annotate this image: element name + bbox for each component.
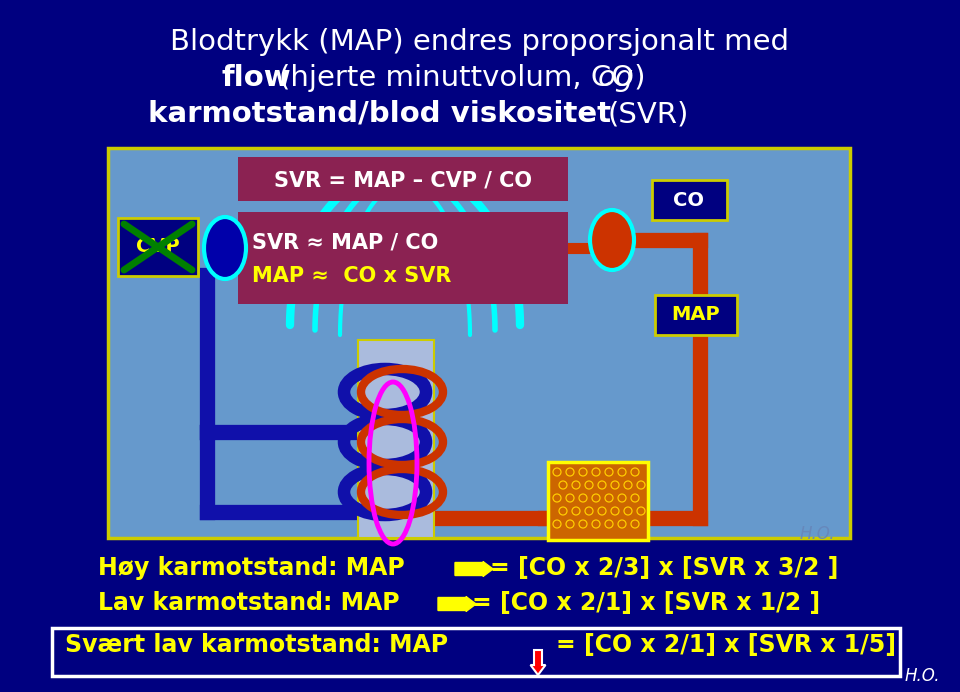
Text: SVR = MAP – CVP / CO: SVR = MAP – CVP / CO <box>274 170 532 190</box>
Circle shape <box>553 520 561 528</box>
FancyBboxPatch shape <box>52 628 900 676</box>
Circle shape <box>553 494 561 502</box>
FancyBboxPatch shape <box>548 462 648 540</box>
Text: (SVR): (SVR) <box>608 100 689 128</box>
Circle shape <box>579 520 587 528</box>
Text: Høy karmotstand: MAP: Høy karmotstand: MAP <box>98 556 413 580</box>
Circle shape <box>637 507 645 515</box>
Circle shape <box>624 507 632 515</box>
Circle shape <box>631 494 639 502</box>
Text: CO: CO <box>674 190 705 210</box>
Circle shape <box>631 520 639 528</box>
Text: H.O.: H.O. <box>904 667 940 685</box>
Text: CVP: CVP <box>136 237 180 257</box>
Circle shape <box>605 520 613 528</box>
FancyBboxPatch shape <box>652 180 727 220</box>
Ellipse shape <box>204 217 246 279</box>
Text: Lav karmotstand: MAP: Lav karmotstand: MAP <box>98 591 408 615</box>
Ellipse shape <box>590 210 634 270</box>
Text: Blodtrykk (MAP) endres proporsjonalt med: Blodtrykk (MAP) endres proporsjonalt med <box>171 28 789 56</box>
Circle shape <box>631 468 639 476</box>
FancyBboxPatch shape <box>238 212 568 304</box>
FancyBboxPatch shape <box>655 295 737 335</box>
Text: karmotstand/blod viskositet: karmotstand/blod viskositet <box>148 100 611 128</box>
Circle shape <box>637 481 645 489</box>
Text: MAP: MAP <box>672 305 720 325</box>
Circle shape <box>566 468 574 476</box>
Text: flow: flow <box>222 64 292 92</box>
Circle shape <box>592 494 600 502</box>
FancyBboxPatch shape <box>118 218 198 276</box>
Circle shape <box>592 520 600 528</box>
Text: = [CO x 2/3] x [SVR x 3/2 ]: = [CO x 2/3] x [SVR x 3/2 ] <box>490 556 838 580</box>
Circle shape <box>566 520 574 528</box>
Circle shape <box>598 507 606 515</box>
Circle shape <box>579 494 587 502</box>
Circle shape <box>605 468 613 476</box>
Circle shape <box>553 468 561 476</box>
Text: MAP ≈  CO x SVR: MAP ≈ CO x SVR <box>252 266 451 286</box>
Circle shape <box>611 507 619 515</box>
Text: = [CO x 2/1] x [SVR x 1/5]: = [CO x 2/1] x [SVR x 1/5] <box>556 633 896 657</box>
Text: Svært lav karmotstand: MAP: Svært lav karmotstand: MAP <box>65 633 456 657</box>
Circle shape <box>592 468 600 476</box>
Circle shape <box>598 481 606 489</box>
Circle shape <box>559 507 567 515</box>
Text: og: og <box>598 64 635 92</box>
FancyBboxPatch shape <box>358 340 434 538</box>
Circle shape <box>618 520 626 528</box>
Circle shape <box>611 481 619 489</box>
Circle shape <box>618 494 626 502</box>
Circle shape <box>585 481 593 489</box>
FancyArrow shape <box>438 597 476 612</box>
FancyArrow shape <box>531 650 545 675</box>
Circle shape <box>624 481 632 489</box>
Text: SVR ≈ MAP / CO: SVR ≈ MAP / CO <box>252 232 439 252</box>
Circle shape <box>559 481 567 489</box>
Circle shape <box>585 507 593 515</box>
Circle shape <box>572 507 580 515</box>
FancyArrow shape <box>455 561 493 576</box>
Text: = [CO x 2/1] x [SVR x 1/2 ]: = [CO x 2/1] x [SVR x 1/2 ] <box>472 591 820 615</box>
Text: H.O.: H.O. <box>800 525 835 543</box>
Circle shape <box>566 494 574 502</box>
FancyBboxPatch shape <box>238 157 568 201</box>
Circle shape <box>618 468 626 476</box>
Circle shape <box>579 468 587 476</box>
Circle shape <box>605 494 613 502</box>
Circle shape <box>572 481 580 489</box>
Text: (hjerte minuttvolum, CO): (hjerte minuttvolum, CO) <box>279 64 655 92</box>
FancyBboxPatch shape <box>108 148 850 538</box>
